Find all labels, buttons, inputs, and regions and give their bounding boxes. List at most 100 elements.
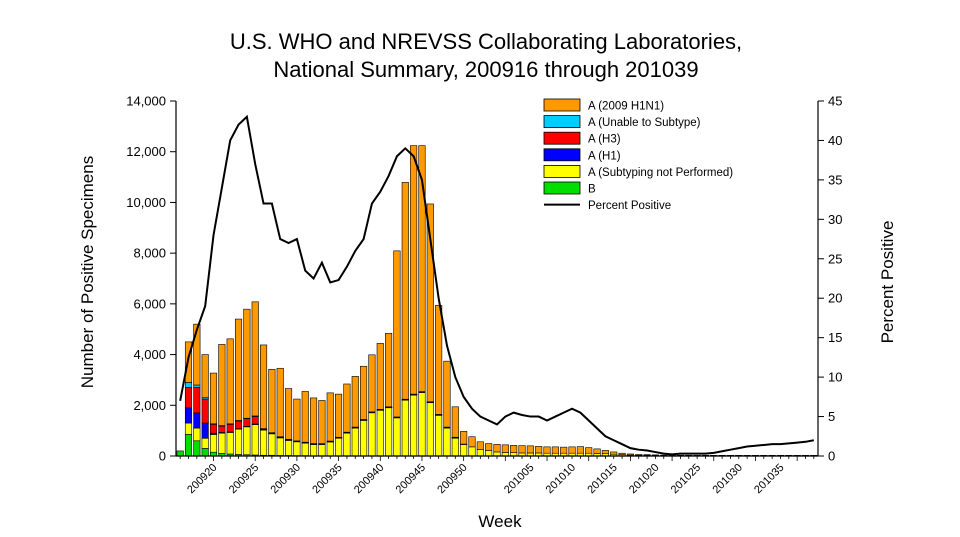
bar-segment	[543, 446, 551, 454]
bar-segment	[376, 343, 384, 410]
x-tick-label: 201030	[710, 462, 744, 496]
bar-segment	[643, 454, 651, 456]
bar-segment	[268, 433, 276, 456]
bar-segment	[560, 446, 568, 454]
bar-segment	[435, 414, 443, 457]
bar-segment	[218, 425, 226, 433]
bar-segment	[385, 332, 393, 408]
y2-tick-label: 10	[828, 370, 842, 385]
legend-swatch	[543, 148, 581, 162]
bar-segment	[201, 437, 209, 449]
bar-segment	[318, 400, 326, 444]
bar-segment	[268, 368, 276, 433]
bar-segment	[201, 422, 209, 439]
legend: A (2009 H1N1) A (Unable to Subtype) A (H3)…	[543, 98, 733, 212]
bar-segment	[518, 445, 526, 454]
bar-segment	[476, 449, 484, 457]
bar-segment	[426, 203, 434, 403]
y2-tick-label: 25	[828, 251, 842, 266]
bar-segment	[626, 453, 634, 456]
bar-segment	[209, 423, 218, 434]
bar-segment	[293, 398, 301, 442]
bar-segment	[368, 354, 376, 413]
x-tick-label: 201015	[585, 462, 619, 496]
percent-positive-line	[179, 114, 815, 456]
bar-segment	[535, 446, 543, 454]
bar-segment	[460, 444, 468, 457]
bar-segment	[201, 398, 209, 424]
legend-label: A (2009 H1N1)	[588, 101, 664, 113]
bar-segment	[184, 407, 193, 424]
bar-segment	[184, 434, 193, 457]
bar-segment	[501, 452, 509, 457]
bar-segment	[551, 446, 559, 454]
x-tick-label: 201020	[627, 462, 661, 496]
bar-segment	[651, 454, 659, 456]
bar-segment	[259, 344, 268, 429]
bar-segment	[335, 393, 343, 438]
bar-segment	[593, 453, 601, 457]
y-tick-label: 2,000	[133, 398, 166, 413]
bar-segment	[343, 383, 351, 433]
bar-segment	[234, 420, 243, 429]
bar-segment	[201, 354, 209, 398]
bar-segment	[251, 424, 259, 456]
bar-segment	[193, 384, 201, 388]
legend-label: Percent Positive	[588, 200, 671, 212]
bar-segment	[351, 427, 359, 457]
legend-swatch	[543, 98, 581, 112]
bar-segment	[209, 372, 218, 425]
bar-segment	[251, 301, 259, 417]
bar-segment	[526, 452, 534, 457]
y2-tick-label: 0	[828, 449, 835, 464]
bar-segment	[226, 338, 234, 425]
bar-segment	[360, 419, 368, 457]
bar-segment	[460, 431, 468, 445]
bar-segment	[501, 444, 509, 453]
bar-segment	[201, 448, 209, 457]
bar-segment	[193, 323, 201, 386]
bar-segment	[243, 426, 251, 456]
bar-segment	[485, 450, 493, 457]
bar-segment	[510, 445, 518, 454]
bar-segment	[234, 318, 243, 421]
y-tick-label: 12,000	[126, 144, 166, 159]
y2-tick-label: 35	[828, 172, 842, 187]
bar-segment	[601, 450, 609, 455]
bar-segment	[410, 145, 418, 395]
y2-tick-label: 45	[828, 94, 842, 109]
bar-segment	[618, 452, 626, 456]
bar-segment	[451, 406, 459, 438]
x-tick-label: 201010	[544, 462, 578, 496]
bar-segment	[418, 145, 426, 392]
bar-segment	[410, 394, 418, 457]
bar-segment	[276, 437, 284, 456]
bar-segment	[243, 418, 251, 427]
y2-axis-title: Percent Positive	[878, 221, 897, 344]
bar-segment	[451, 437, 459, 457]
bar-segment	[376, 409, 384, 457]
bar-segment	[276, 367, 284, 438]
bar-segment	[576, 452, 584, 457]
bar-segment	[193, 427, 201, 442]
y2-tick-label: 5	[828, 409, 835, 424]
bar-segment	[418, 392, 426, 457]
bar-segment	[301, 442, 309, 456]
legend-label: A (H1)	[588, 150, 621, 162]
bar-segment	[443, 427, 451, 457]
bar-segment	[343, 432, 351, 457]
legend-label: B	[588, 184, 596, 196]
y2-tick-label: 15	[828, 330, 842, 345]
x-tick-label: 200945	[394, 462, 428, 496]
y-tick-label: 10,000	[126, 195, 166, 210]
bar-segment	[493, 451, 501, 457]
bar-segment	[635, 454, 643, 456]
x-tick-label: 201005	[502, 462, 536, 496]
bar-segment	[560, 452, 568, 457]
chart-title-line2: National Summary, 200916 through 201039	[273, 57, 698, 82]
y-tick-label: 0	[159, 449, 166, 464]
bar-segment	[310, 397, 318, 444]
bar-segment	[535, 452, 543, 457]
bar-segment	[401, 182, 409, 400]
bar-segment	[351, 376, 359, 428]
